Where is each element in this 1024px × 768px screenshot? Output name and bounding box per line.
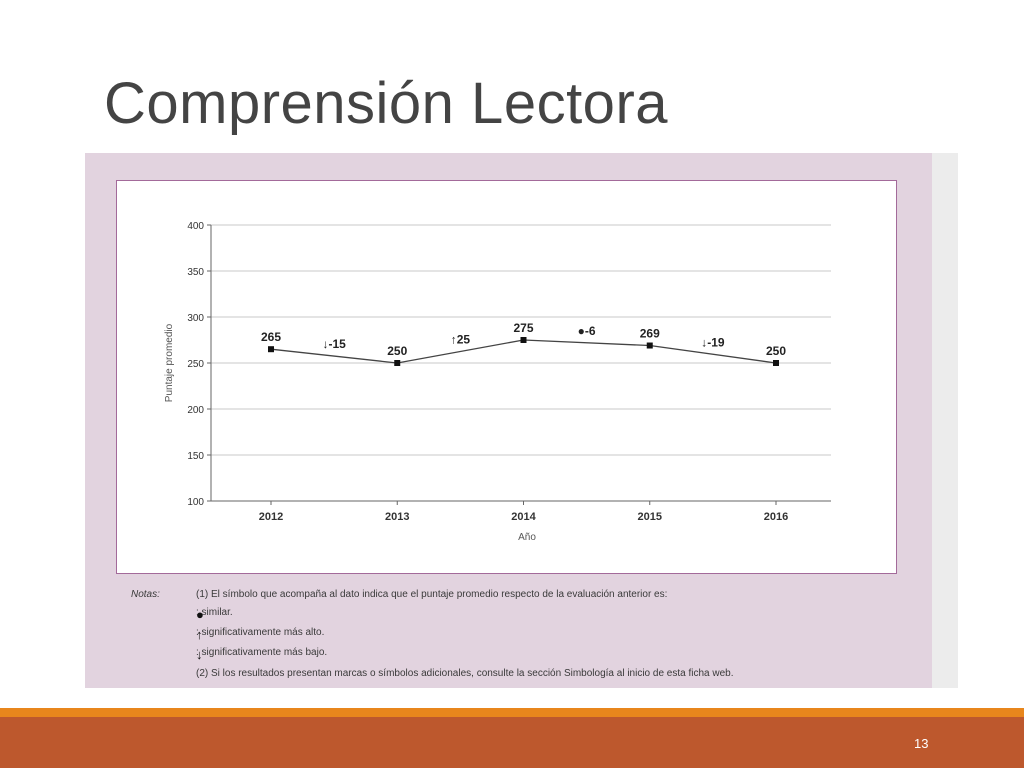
panel-side-strip [932,153,958,688]
arrow-down-icon: ↓ [196,647,203,662]
notes-label: Notas: [131,589,160,600]
footer-bar [0,717,1024,768]
similar-dot-icon: ● [196,607,204,622]
legend-lower-text: : significativamente más bajo. [196,647,328,658]
footer-accent-bar [0,708,1024,717]
slide-title: Comprensión Lectora [104,71,669,136]
arrow-up-icon: ↑ [196,627,203,642]
page-number: 13 [914,736,929,751]
legend-similar-text: : similar. [196,607,233,618]
note-1: (1) El símbolo que acompaña al dato indi… [196,589,668,600]
chart-frame [116,180,897,574]
note-2: (2) Si los resultados presentan marcas o… [196,668,734,679]
legend-higher-text: : significativamente más alto. [196,627,325,638]
